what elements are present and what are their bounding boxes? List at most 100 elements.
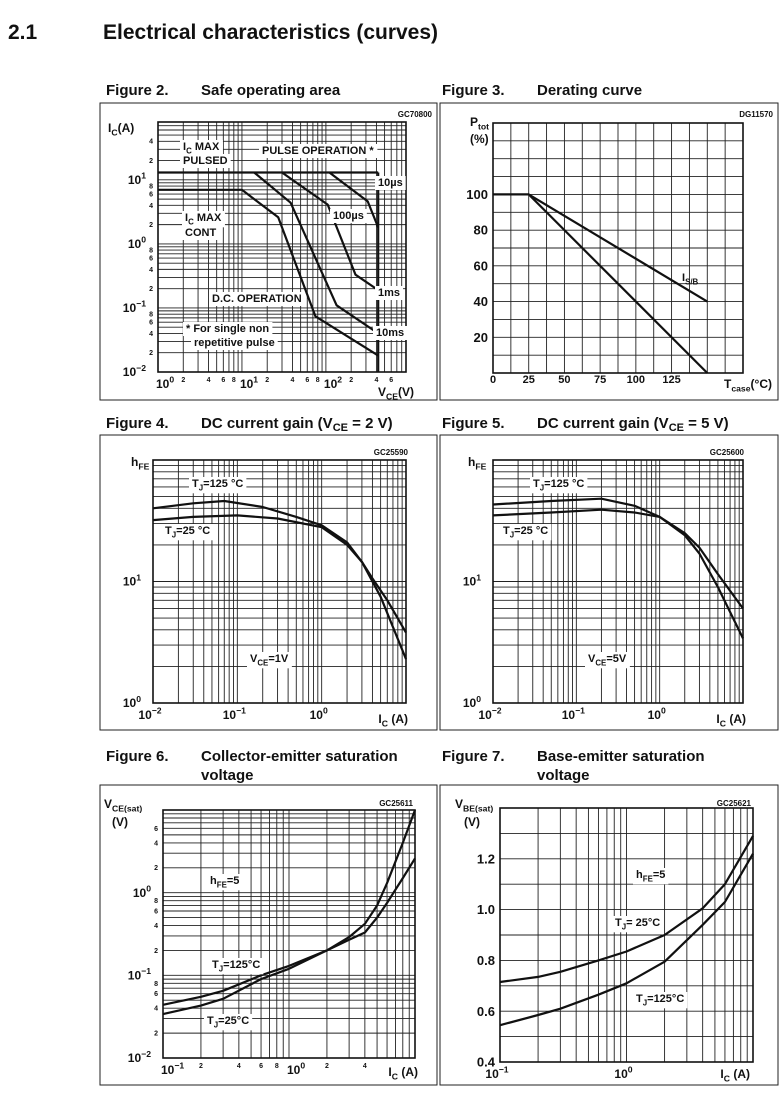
x-tick-label: 100 bbox=[614, 1065, 632, 1081]
chart-figure-5: 10−2 10−1 100 100 101 hFE IC (A) GC25600 TJ=125 … bbox=[439, 434, 779, 731]
annotation: PULSED bbox=[183, 155, 228, 167]
chart-figure-7: 10−1 100 0.4 0.6 0.8 1.0 1.2 VBE(sat)(V) IC (A) G… bbox=[439, 784, 779, 1086]
x-tick-label: 6 bbox=[259, 1063, 263, 1070]
annotation: IS/B bbox=[682, 272, 699, 286]
y-tick-label: 10−2 bbox=[128, 1049, 151, 1065]
annotation: CONT bbox=[185, 227, 216, 239]
x-tick-label: 25 bbox=[523, 374, 535, 386]
annotation: VCE=1V bbox=[250, 653, 289, 667]
x-tick-label: 50 bbox=[558, 374, 570, 386]
y-tick-label: 8 bbox=[149, 184, 153, 191]
x-tick-label: 0 bbox=[490, 374, 496, 386]
y-tick-label: 8 bbox=[154, 981, 158, 988]
y-tick-label: 100 bbox=[463, 694, 481, 710]
figure-title: Collector-emitter saturation bbox=[201, 748, 398, 765]
plot-area bbox=[492, 122, 744, 374]
x-tick-label: 75 bbox=[594, 374, 606, 386]
x-tick-label: 10−1 bbox=[161, 1061, 184, 1077]
y-tick-label: 2 bbox=[149, 158, 153, 165]
y-axis-unit: (V) bbox=[112, 815, 128, 829]
annotation-background bbox=[585, 652, 630, 669]
y-tick-label: 1.2 bbox=[477, 851, 495, 866]
annotation-background bbox=[204, 1014, 253, 1031]
figure-title: DC current gain (VCE = 2 V) bbox=[201, 415, 393, 434]
annotation-background bbox=[189, 477, 247, 494]
grid bbox=[500, 808, 753, 1062]
y-axis-label: hFE bbox=[131, 455, 150, 472]
annotation-background bbox=[180, 140, 223, 157]
y-tick-label: 100 bbox=[133, 883, 151, 899]
figure-title: Derating curve bbox=[537, 82, 643, 99]
y-tick-label: 80 bbox=[474, 223, 488, 238]
series-line-tj-25-c bbox=[152, 514, 407, 634]
annotation: IC MAX bbox=[183, 141, 220, 155]
plot-area bbox=[162, 809, 416, 1059]
y-tick-label: 1.0 bbox=[477, 902, 495, 917]
annotation-background bbox=[191, 336, 278, 350]
y-tick-label: 4 bbox=[154, 923, 158, 930]
y-tick-label: 6 bbox=[154, 991, 158, 998]
grid bbox=[153, 460, 406, 703]
figure-title: Safe operating area bbox=[201, 82, 341, 99]
annotation: TJ=125 °C bbox=[533, 478, 584, 492]
annotation: IC MAX bbox=[185, 212, 222, 226]
annotation-background bbox=[182, 211, 225, 228]
annotation-background bbox=[183, 322, 273, 336]
x-tick-label: 2 bbox=[265, 377, 269, 384]
series-line-100-s bbox=[328, 171, 380, 228]
y-tick-label: 100 bbox=[466, 187, 488, 202]
y-tick-label: 100 bbox=[123, 694, 141, 710]
chart-figure-4: 10−2 10−1 100 100 101 hFE IC (A) GC25590 TJ=125 … bbox=[99, 434, 438, 731]
y-axis-label: VCE(sat) bbox=[104, 797, 142, 814]
x-tick-label: 101 bbox=[240, 375, 258, 391]
x-tick-label: 2 bbox=[199, 1063, 203, 1070]
series-line-tj-25-c bbox=[162, 809, 417, 1016]
annotation: PULSE OPERATION * bbox=[262, 145, 374, 157]
annotation: hFE=5 bbox=[210, 875, 239, 889]
y-tick-label: 10−1 bbox=[128, 966, 151, 982]
y-tick-label: 8 bbox=[149, 312, 153, 319]
annotation: 100µs bbox=[333, 210, 364, 222]
annotation-background bbox=[633, 868, 669, 885]
x-tick-label: 4 bbox=[374, 377, 378, 384]
annotation: * For single non bbox=[186, 323, 269, 335]
annotation: VCE=5V bbox=[588, 653, 627, 667]
y-tick-label: 40 bbox=[474, 294, 488, 309]
x-tick-label: 100 bbox=[648, 706, 666, 722]
figure-title-line2: voltage bbox=[201, 767, 254, 784]
x-tick-label: 4 bbox=[207, 377, 211, 384]
x-tick-label: 10−1 bbox=[223, 706, 246, 722]
figure-number: Figure 5. bbox=[442, 415, 505, 432]
annotation-background bbox=[207, 874, 243, 891]
y-tick-label: 8 bbox=[149, 248, 153, 255]
figure-frame bbox=[439, 784, 779, 1086]
y-tick-label: 4 bbox=[154, 1006, 158, 1013]
annotation-background bbox=[162, 524, 214, 541]
x-tick-label: 100 bbox=[156, 375, 174, 391]
y-tick-label: 101 bbox=[463, 572, 481, 588]
annotation: D.C. OPERATION bbox=[212, 293, 302, 305]
series-line-tj-125-c bbox=[499, 853, 754, 1027]
series-line-10ms bbox=[253, 171, 379, 335]
figure-number: Figure 4. bbox=[106, 415, 169, 432]
y-tick-label: 2 bbox=[149, 286, 153, 293]
x-axis-label: IC (A) bbox=[720, 1067, 750, 1084]
y-tick-label: 2 bbox=[149, 222, 153, 229]
annotation: TJ=25 °C bbox=[503, 525, 548, 539]
y-tick-label: 4 bbox=[149, 331, 153, 338]
x-tick-label: 4 bbox=[363, 1063, 367, 1070]
x-tick-label: 8 bbox=[275, 1063, 279, 1070]
series-line-tj-125-c bbox=[152, 499, 408, 660]
x-tick-label: 10−1 bbox=[485, 1065, 508, 1081]
annotation: TJ=25 °C bbox=[165, 525, 210, 539]
plot-area bbox=[157, 121, 407, 373]
annotation-background bbox=[209, 292, 305, 306]
figure-title: DC current gain (VCE = 5 V) bbox=[537, 415, 729, 434]
x-tick-label: 102 bbox=[324, 375, 342, 391]
annotation-background bbox=[182, 226, 220, 240]
figure-number: Figure 3. bbox=[442, 82, 505, 99]
annotation-background bbox=[375, 176, 406, 190]
y-tick-label: 4 bbox=[154, 840, 158, 847]
y-tick-label: 10−2 bbox=[123, 363, 146, 379]
x-axis-label: IC (A) bbox=[388, 1065, 418, 1082]
